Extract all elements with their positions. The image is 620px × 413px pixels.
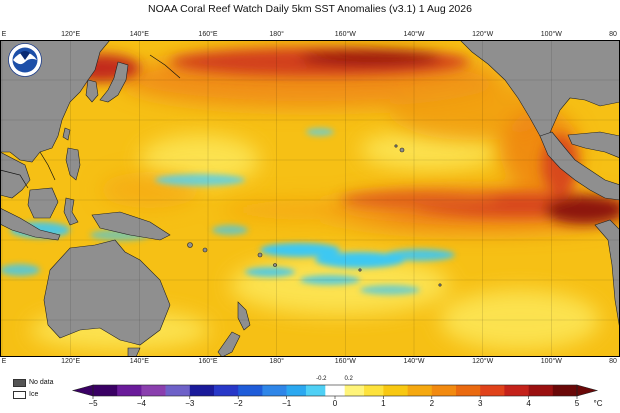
land-borneo xyxy=(27,187,59,219)
colorbar-segment xyxy=(383,385,408,396)
colorbar-segment xyxy=(504,385,529,396)
coastline-details xyxy=(0,54,181,189)
land-australia xyxy=(43,239,171,346)
no-data-label: No data xyxy=(29,379,54,386)
longitude-label: 140°W xyxy=(403,358,425,365)
land-new-zealand-north xyxy=(237,301,251,331)
colorbar-segment xyxy=(480,385,505,396)
colorbar-segment xyxy=(189,385,215,396)
colorbar-segment xyxy=(431,385,457,396)
colorbar-segment xyxy=(93,385,118,396)
map-title: NOAA Coral Reef Watch Daily 5km SST Anom… xyxy=(148,3,472,15)
colorbar-segment xyxy=(344,385,365,396)
colorbar-tick-label: 1 xyxy=(381,399,386,408)
lat-lon-grid xyxy=(0,40,620,357)
longitude-label: 120°W xyxy=(472,358,494,365)
ice-label: Ice xyxy=(29,391,39,398)
colorbar-tick-label: −3 xyxy=(185,399,195,408)
land-sulawesi xyxy=(63,197,79,226)
land-philippines xyxy=(65,147,81,181)
land-tasmania xyxy=(127,347,141,357)
no-data-swatch xyxy=(13,379,26,387)
cool-anomaly-zones xyxy=(0,128,455,295)
longitude-label: E xyxy=(1,358,7,365)
colorbar-unit-label: °C xyxy=(593,399,603,408)
colorbar-max-arrow xyxy=(576,384,599,397)
colorbar-segment xyxy=(364,385,384,396)
noaa-logo-icon xyxy=(8,43,42,77)
sst-anomaly-map xyxy=(0,40,620,357)
land-taiwan xyxy=(62,127,71,141)
longitude-label: 140°E xyxy=(129,31,149,38)
land-hawaii xyxy=(399,147,405,153)
colorbar-segment xyxy=(262,385,287,396)
longitude-label: 100°W xyxy=(540,358,562,365)
colorbar-tick-label: 0 xyxy=(332,399,338,408)
longitude-label: 180° xyxy=(269,358,284,365)
longitude-label: 180° xyxy=(269,31,284,38)
longitude-label: 140°W xyxy=(403,31,425,38)
colorbar-segment xyxy=(238,385,263,396)
colorbar-tick-label: 5 xyxy=(574,399,580,408)
land-new-guinea xyxy=(91,211,171,241)
colorbar-small-tick-label: 0.2 xyxy=(344,376,353,382)
land-japan xyxy=(99,61,129,103)
longitude-label: 80 xyxy=(609,31,617,38)
colorbar-tick-label: −2 xyxy=(233,399,243,408)
colorbar-segment xyxy=(286,385,307,396)
colorbar-segment xyxy=(528,385,554,396)
longitude-label: 80 xyxy=(609,358,617,365)
land-sumatra-java xyxy=(0,207,61,241)
land-central-america xyxy=(539,131,620,201)
longitude-label: 120°W xyxy=(472,31,494,38)
land-gulf-coast xyxy=(567,131,620,159)
colorbar-segment xyxy=(165,385,191,396)
colorbar-segment xyxy=(305,385,326,396)
land-indochina xyxy=(0,151,31,199)
land-south-america xyxy=(594,219,620,331)
colorbar-frame xyxy=(92,384,578,397)
longitude-label: 140°E xyxy=(129,358,149,365)
colorbar-segment xyxy=(456,385,481,396)
colorbar-segment xyxy=(325,385,345,396)
colorbar-tick-label: 4 xyxy=(526,399,531,408)
colorbar-segment xyxy=(552,385,578,396)
land-korea xyxy=(85,79,99,103)
longitude-label: 160°E xyxy=(198,358,218,365)
colorbar-tick-label: 3 xyxy=(477,399,483,408)
land-new-zealand-south xyxy=(217,331,241,357)
colorbar-segment xyxy=(407,385,433,396)
longitude-label: 160°W xyxy=(334,358,356,365)
colorbar-segment xyxy=(117,385,142,396)
longitude-label: 120°E xyxy=(61,358,81,365)
colorbar-tick-label: −5 xyxy=(88,399,98,408)
longitude-label: 100°W xyxy=(540,31,562,38)
colorbar-segment xyxy=(141,385,166,396)
weak-warm-patches xyxy=(30,130,600,350)
colorbar-min-arrow xyxy=(71,384,94,397)
map-canvas xyxy=(0,40,620,357)
colorbar-segment xyxy=(214,385,239,396)
colorbar-tick-label: −1 xyxy=(282,399,292,408)
longitude-label: E xyxy=(1,31,7,38)
longitude-label: 160°W xyxy=(334,31,356,38)
colorbar-tick-label: 2 xyxy=(429,399,435,408)
longitude-label: 160°E xyxy=(198,31,218,38)
colorbar-tick-label: −4 xyxy=(136,399,146,408)
colorbar-small-tick-label: -0.2 xyxy=(316,376,327,382)
longitude-label: 120°E xyxy=(61,31,81,38)
ice-swatch xyxy=(13,391,26,399)
